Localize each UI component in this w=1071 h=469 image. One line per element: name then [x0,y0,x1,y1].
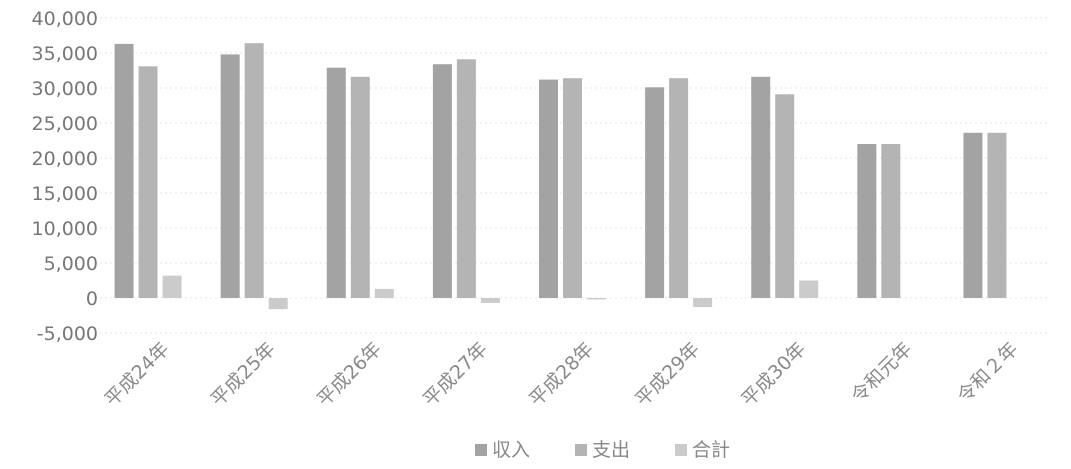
bar-合計-平成27年 [480,298,500,303]
bar-支出-平成27年 [456,59,476,298]
bar-合計-平成30年 [799,280,819,298]
bar-収入-平成25年 [220,54,240,299]
bar-収入-平成24年 [114,43,134,299]
bar-支出-平成28年 [563,78,582,298]
y-tick-label: 25,000 [32,113,98,135]
bar-支出-平成24年 [138,66,158,298]
bar-収入-平成28年 [539,79,558,298]
bar-合計-平成24年 [162,275,182,298]
bar-収入-令和元年 [857,144,877,298]
x-category-label: 平成28年 [525,338,598,411]
bar-支出-平成30年 [775,94,795,298]
y-tick-label: 35,000 [32,43,98,65]
x-category-label: 令和元年 [847,338,916,407]
x-category-label: 平成25年 [207,338,280,411]
x-category-label: 平成30年 [737,338,810,411]
x-category-label: 平成29年 [631,338,704,411]
y-tick-label: 30,000 [32,78,98,100]
x-category-label: 平成24年 [101,338,174,411]
x-category-label: 平成27年 [419,338,492,411]
legend-label: 支出 [592,439,630,461]
x-category-label: 令和２年 [953,338,1022,407]
legend-swatch [675,444,687,456]
legend-swatch [475,444,487,456]
y-tick-label: 20,000 [32,148,98,170]
bar-合計-平成25年 [268,298,288,310]
y-tick-label: 0 [86,288,98,310]
bar-収入-平成27年 [432,64,452,298]
x-category-label: 平成26年 [313,338,386,411]
bar-支出-平成25年 [244,43,264,299]
bars [114,43,1007,310]
bar-支出-令和元年 [881,144,901,298]
bar-収入-平成29年 [645,87,665,298]
bar-合計-平成29年 [693,298,713,308]
y-tick-label: -5,000 [37,323,98,345]
legend-swatch [575,444,587,456]
legend: 収入 支出 合計 [475,439,730,461]
y-tick-label: 15,000 [32,183,98,205]
bar-収入-平成30年 [751,76,771,298]
x-axis-categories: 平成24年 平成25年 平成26年 平成27年 平成28年 平成29年 平成30年 令和元年令… [101,338,1023,411]
y-tick-label: 5,000 [44,253,98,275]
bar-収入-平成26年 [326,67,346,298]
bar-支出-平成29年 [669,78,689,298]
bar-合計-平成28年 [587,298,606,300]
legend-label: 収入 [492,439,530,461]
bar-支出-令和２年 [987,132,1007,298]
y-tick-label: 10,000 [32,218,98,240]
y-tick-label: 40,000 [32,8,98,30]
bar-合計-平成26年 [374,288,394,298]
legend-label: 合計 [692,439,730,461]
y-axis-ticks: 40,000 35,000 30,000 25,000 20,000 15,000 10,0… [32,8,98,345]
bar-支出-平成26年 [350,76,370,298]
bar-収入-令和２年 [963,132,983,298]
